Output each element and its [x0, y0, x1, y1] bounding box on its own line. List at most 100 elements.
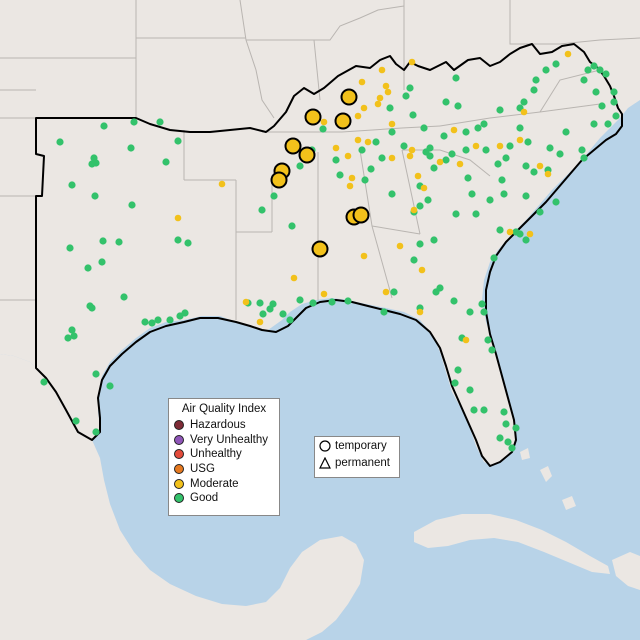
- moderate-monitor-marker: [320, 290, 328, 298]
- good-monitor-marker: [68, 326, 76, 334]
- temporary-monitor-marker: [304, 108, 322, 126]
- good-monitor-marker: [598, 102, 606, 110]
- moderate-monitor-marker: [420, 184, 428, 192]
- moderate-monitor-marker: [414, 172, 422, 180]
- good-monitor-marker: [468, 190, 476, 198]
- good-monitor-marker: [610, 98, 618, 106]
- good-monitor-marker: [562, 128, 570, 136]
- good-monitor-marker: [84, 264, 92, 272]
- good-monitor-marker: [406, 84, 414, 92]
- good-monitor-marker: [420, 124, 428, 132]
- good-monitor-marker: [148, 319, 156, 327]
- moderate-monitor-marker: [360, 104, 368, 112]
- good-monitor-marker: [596, 66, 604, 74]
- moderate-monitor-marker: [344, 152, 352, 160]
- moderate-monitor-group: [174, 50, 572, 344]
- good-monitor-marker: [361, 176, 369, 184]
- good-monitor-marker: [40, 378, 48, 386]
- good-monitor-marker: [128, 201, 136, 209]
- legend-label: permanent: [335, 456, 390, 469]
- good-monitor-marker: [602, 70, 610, 78]
- moderate-monitor-marker: [382, 82, 390, 90]
- good-monitor-marker: [390, 288, 398, 296]
- moderate-monitor-marker: [242, 298, 250, 306]
- moderate-monitor-marker: [354, 112, 362, 120]
- good-monitor-marker: [156, 118, 164, 126]
- good-monitor-marker: [98, 258, 106, 266]
- good-monitor-marker: [590, 120, 598, 128]
- good-monitor-marker: [584, 66, 592, 74]
- moderate-monitor-marker: [374, 100, 382, 108]
- moderate-monitor-marker: [506, 228, 514, 236]
- triangle-outline-icon: [319, 456, 331, 469]
- good-monitor-marker: [452, 210, 460, 218]
- good-monitor-marker: [496, 434, 504, 442]
- temporary-monitor-marker: [284, 137, 302, 155]
- good-monitor-marker: [578, 146, 586, 154]
- legend-row-good: Good: [169, 491, 279, 506]
- good-monitor-marker: [88, 160, 96, 168]
- good-monitor-marker: [484, 336, 492, 344]
- good-monitor-marker: [416, 202, 424, 210]
- moderate-monitor-marker: [520, 108, 528, 116]
- good-monitor-marker: [546, 144, 554, 152]
- good-monitor-marker: [490, 254, 498, 262]
- moderate-monitor-marker: [436, 158, 444, 166]
- good-monitor-marker: [279, 310, 287, 318]
- moderate-monitor-marker: [450, 126, 458, 134]
- good-monitor-marker: [482, 146, 490, 154]
- land-mexico: [0, 354, 356, 640]
- moderate-monitor-marker: [218, 180, 226, 188]
- good-monitor-marker: [100, 122, 108, 130]
- good-monitor-marker: [386, 104, 394, 112]
- moderate-monitor-marker: [462, 336, 470, 344]
- good-monitor-marker: [592, 88, 600, 96]
- good-monitor-marker: [181, 309, 189, 317]
- good-monitor-marker: [474, 124, 482, 132]
- good-monitor-marker: [520, 98, 528, 106]
- temporary-monitor-marker: [334, 112, 352, 130]
- good-monitor-marker: [580, 76, 588, 84]
- usg-swatch: [174, 464, 184, 475]
- monitor-type-legend: temporary permanent: [314, 436, 400, 478]
- moderate-monitor-marker: [544, 170, 552, 178]
- good-monitor-marker: [442, 98, 450, 106]
- moderate-monitor-marker: [536, 162, 544, 170]
- legend-label: Very Unhealthy: [190, 433, 268, 446]
- legend-row-temporary: temporary: [315, 437, 399, 454]
- good-monitor-marker: [502, 420, 510, 428]
- very-unhealthy-swatch: [174, 434, 184, 445]
- good-monitor-marker: [462, 128, 470, 136]
- good-monitor-marker: [430, 236, 438, 244]
- good-monitor-marker: [328, 298, 336, 306]
- good-monitor-marker: [532, 76, 540, 84]
- good-monitor-marker: [450, 297, 458, 305]
- moderate-monitor-marker: [364, 138, 372, 146]
- good-monitor-marker: [522, 236, 530, 244]
- good-monitor-marker: [72, 417, 80, 425]
- good-monitor-marker: [604, 120, 612, 128]
- good-monitor-marker: [154, 316, 162, 324]
- good-monitor-marker: [141, 318, 149, 326]
- moderate-monitor-marker: [408, 146, 416, 154]
- good-monitor-marker: [70, 332, 78, 340]
- moderate-monitor-marker: [382, 288, 390, 296]
- good-monitor-marker: [516, 230, 524, 238]
- moderate-monitor-marker: [416, 308, 424, 316]
- good-monitor-marker: [452, 74, 460, 82]
- good-monitor-marker: [309, 299, 317, 307]
- good-monitor-marker: [130, 118, 138, 126]
- moderate-monitor-marker: [348, 174, 356, 182]
- good-monitor-marker: [524, 138, 532, 146]
- good-monitor-marker: [506, 142, 514, 150]
- moderate-monitor-marker: [358, 78, 366, 86]
- good-monitor-marker: [296, 162, 304, 170]
- good-monitor-marker: [530, 86, 538, 94]
- moderate-monitor-marker: [408, 58, 416, 66]
- good-monitor-marker: [500, 190, 508, 198]
- legend-row-hazardous: Hazardous: [169, 418, 279, 433]
- good-monitor-marker: [500, 408, 508, 416]
- moderate-monitor-marker: [256, 318, 264, 326]
- moderate-monitor-marker: [526, 230, 534, 238]
- temporary-monitor-marker: [352, 206, 370, 224]
